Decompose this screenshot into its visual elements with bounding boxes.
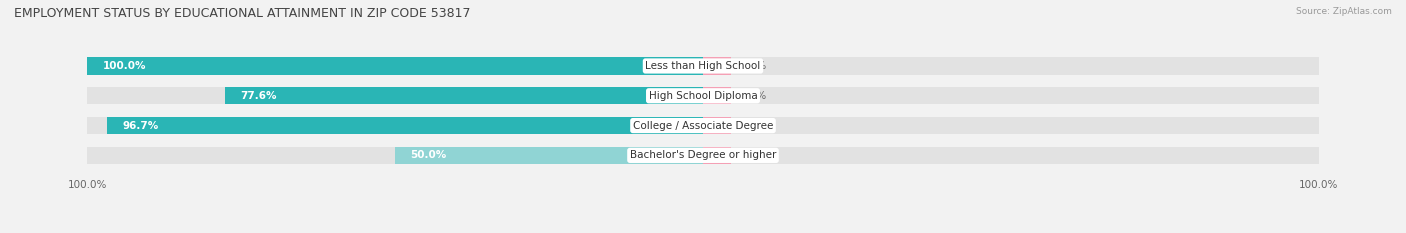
Text: College / Associate Degree: College / Associate Degree	[633, 120, 773, 130]
Text: 0.0%: 0.0%	[740, 91, 766, 101]
Bar	[395, 147, 703, 164]
Bar	[703, 57, 1319, 75]
Text: 96.7%: 96.7%	[122, 120, 159, 130]
Bar	[87, 87, 703, 104]
Text: 0.0%: 0.0%	[740, 61, 766, 71]
Bar	[703, 147, 1319, 164]
Bar	[703, 57, 731, 75]
Text: Bachelor's Degree or higher: Bachelor's Degree or higher	[630, 150, 776, 160]
Bar	[87, 57, 703, 75]
Text: Source: ZipAtlas.com: Source: ZipAtlas.com	[1296, 7, 1392, 16]
Bar	[87, 147, 703, 164]
Bar	[87, 117, 703, 134]
Text: Less than High School: Less than High School	[645, 61, 761, 71]
Bar	[703, 117, 1319, 134]
Text: 77.6%: 77.6%	[240, 91, 277, 101]
Bar	[703, 117, 731, 134]
Text: 50.0%: 50.0%	[411, 150, 447, 160]
Text: 100.0%: 100.0%	[103, 61, 146, 71]
Text: 0.0%: 0.0%	[740, 120, 766, 130]
Bar	[703, 87, 1319, 104]
Bar	[87, 57, 703, 75]
Bar	[703, 147, 731, 164]
Text: EMPLOYMENT STATUS BY EDUCATIONAL ATTAINMENT IN ZIP CODE 53817: EMPLOYMENT STATUS BY EDUCATIONAL ATTAINM…	[14, 7, 471, 20]
Text: High School Diploma: High School Diploma	[648, 91, 758, 101]
Bar	[225, 87, 703, 104]
Text: 0.0%: 0.0%	[740, 150, 766, 160]
Bar	[107, 117, 703, 134]
Bar	[703, 87, 731, 104]
